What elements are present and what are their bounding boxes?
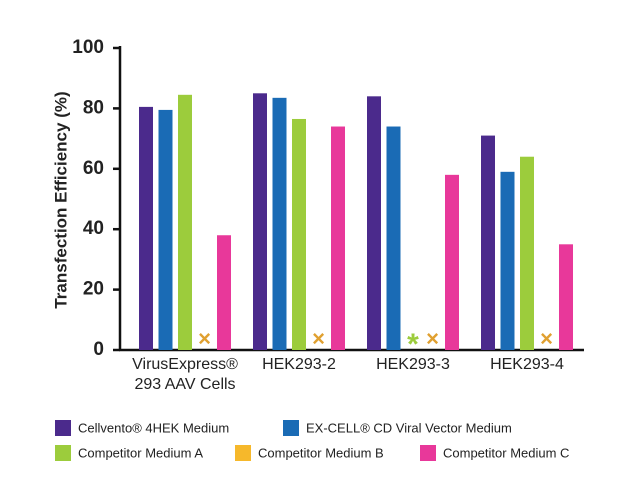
bar — [445, 174, 459, 350]
legend-swatch — [55, 420, 71, 436]
bar — [520, 156, 534, 350]
x-tick-label: HEK293-3 — [376, 356, 450, 373]
bar — [253, 93, 267, 351]
bar — [292, 118, 306, 350]
bar — [139, 106, 153, 350]
x-tick-label: HEK293-2 — [262, 356, 336, 373]
legend-label: Competitor Medium C — [443, 445, 569, 460]
bar — [559, 244, 573, 350]
legend-label: Cellvento® 4HEK Medium — [78, 420, 229, 435]
bar — [500, 171, 515, 350]
bar — [386, 126, 401, 351]
bar — [331, 126, 345, 351]
legend-swatch — [55, 445, 71, 461]
legend-label: Competitor Medium B — [258, 445, 384, 460]
legend-label: EX-CELL® CD Viral Vector Medium — [306, 420, 512, 435]
bar — [217, 235, 231, 350]
bar — [158, 109, 173, 350]
y-tick-label: 40 — [83, 218, 104, 239]
y-axis-label: Transfection Efficiency (%) — [51, 91, 70, 308]
legend-swatch — [235, 445, 251, 461]
bar — [178, 94, 192, 350]
x-tick-label: HEK293-4 — [490, 356, 564, 373]
bar — [481, 135, 495, 350]
legend-swatch — [420, 445, 436, 461]
y-tick-label: 0 — [93, 339, 104, 360]
y-tick-label: 60 — [83, 158, 104, 179]
value-label: * — [407, 328, 419, 361]
value-label: × — [426, 326, 439, 351]
bar — [272, 97, 287, 350]
y-tick-label: 80 — [83, 97, 104, 118]
legend-label: Competitor Medium A — [78, 445, 203, 460]
y-tick-label: 100 — [72, 37, 104, 58]
bar — [367, 96, 381, 350]
y-tick-label: 20 — [83, 279, 104, 300]
value-label: × — [312, 326, 325, 351]
x-tick-label: VirusExpress® 293 AAV Cells — [132, 356, 238, 393]
value-label: × — [198, 326, 211, 351]
legend-swatch — [283, 420, 299, 436]
value-label: × — [540, 326, 553, 351]
